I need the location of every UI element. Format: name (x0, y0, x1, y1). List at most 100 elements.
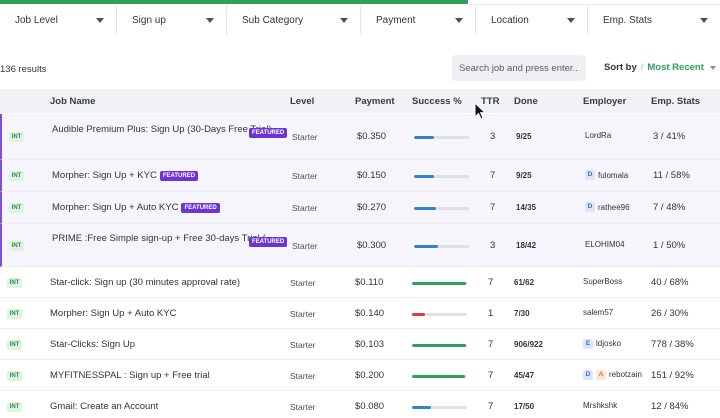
table-row[interactable]: INT PRIME :Free Simple sign-up + Free 30-… (0, 224, 720, 267)
int-badge: INT (7, 401, 22, 412)
ttr-cell: 3 (490, 131, 496, 142)
filter-sub-category[interactable]: Sub Category (227, 5, 361, 35)
level-cell: Starter (290, 370, 316, 381)
job-name-text[interactable]: Audible Premium Plus: Sign Up (30-Days F… (52, 124, 280, 135)
col-ttr[interactable]: TTR (481, 96, 500, 107)
sort-control[interactable]: Sort by / Most Recent (604, 62, 716, 73)
table-row[interactable]: INT Gmail: Create an Account Starter $0.080… (0, 391, 720, 418)
filter-sign-up[interactable]: Sign up (117, 5, 227, 35)
col-done[interactable]: Done (514, 96, 538, 107)
success-bar-fill (412, 374, 465, 378)
col-payment[interactable]: Payment (355, 96, 395, 107)
int-badge: INT (7, 308, 22, 319)
job-name-text[interactable]: Star-Clicks: Sign Up (50, 338, 135, 350)
col-level[interactable]: Level (290, 96, 315, 107)
int-badge: INT (9, 240, 24, 251)
job-name-text[interactable]: MYFITNESSPAL : Sign up + Free trial (50, 369, 210, 381)
filter-payment[interactable]: Payment (361, 5, 476, 35)
table-row[interactable]: INT Audible Premium Plus: Sign Up (30-Day… (0, 114, 720, 160)
ttr-cell: 1 (488, 307, 494, 319)
employer-name[interactable]: rebotzain (609, 370, 642, 379)
employer-name[interactable]: Mrshkshk (583, 400, 618, 410)
ttr-cell: 7 (490, 170, 496, 181)
done-cell: 9/25 (516, 171, 532, 180)
emp-stats-cell: 12 / 84% (651, 400, 689, 412)
emp-stats-cell: 26 / 30% (651, 307, 689, 319)
success-bar (412, 405, 467, 409)
payment-cell: $0.350 (357, 131, 387, 142)
employer-cell[interactable]: salem57 (583, 308, 613, 317)
job-name-text[interactable]: Morpher: Sign Up + Auto KYC (50, 307, 177, 319)
employer-name[interactable]: ELOHIM04 (585, 239, 625, 249)
table-row[interactable]: INT Morpher: Sign Up + KYC FEATURED Starter… (0, 160, 720, 192)
search-input[interactable] (452, 55, 586, 81)
employer-name[interactable]: rathee96 (598, 202, 630, 212)
job-name-text[interactable]: Morpher: Sign Up + KYC (52, 170, 157, 181)
employer-name[interactable]: ldjosko (596, 339, 621, 348)
employer-avatar: A (596, 369, 606, 380)
table-row[interactable]: INT Star-click: Sign up (30 minutes appro… (0, 267, 720, 298)
job-name[interactable]: MYFITNESSPAL : Sign up + Free trial (50, 369, 280, 383)
done-cell: 7/30 (514, 308, 530, 318)
job-name-text[interactable]: Morpher: Sign Up + Auto KYC (52, 202, 179, 213)
employer-name[interactable]: fulomala (598, 170, 629, 180)
job-name-text[interactable]: PRIME :Free Simple sign-up + Free 30-day… (52, 232, 274, 244)
success-bar-fill (414, 207, 436, 210)
filter-label: Emp. Stats (603, 14, 652, 26)
emp-stats-cell: 778 / 38% (651, 338, 694, 350)
chevron-down-icon (455, 17, 463, 23)
success-bar (412, 312, 467, 316)
payment-cell: $0.110 (355, 276, 384, 288)
job-name[interactable]: Star-Clicks: Sign Up (50, 338, 280, 352)
job-name-text[interactable]: Star-click: Sign up (30 minutes approval… (50, 276, 241, 288)
job-name[interactable]: PRIME :Free Simple sign-up + Free 30-day… (52, 232, 282, 246)
chevron-down-icon (567, 17, 575, 23)
featured-badge: FEATURED (159, 171, 199, 181)
level-cell: Starter (292, 203, 318, 213)
col-emp-stats[interactable]: Emp. Stats (651, 96, 701, 107)
filter-emp-stats[interactable]: Emp. Stats (588, 5, 720, 35)
employer-name[interactable]: SuperBoss (583, 276, 623, 286)
job-name-text[interactable]: Gmail: Create an Account (50, 400, 159, 412)
table-row[interactable]: INT Morpher: Sign Up + Auto KYC FEATURED St… (0, 192, 720, 224)
job-name[interactable]: Morpher: Sign Up + Auto KYC FEATURED (52, 201, 282, 215)
col-employer[interactable]: Employer (583, 96, 627, 107)
table-row[interactable]: INT Star-Clicks: Sign Up Starter $0.103 7 906… (0, 329, 720, 360)
col-success[interactable]: Success % (412, 96, 462, 107)
filter-job-level[interactable]: Job Level (0, 5, 117, 35)
success-bar (412, 343, 467, 347)
job-name[interactable]: Morpher: Sign Up + KYC FEATURED (52, 169, 282, 183)
employer-cell[interactable]: Mrshkshk (583, 401, 617, 410)
sort-value[interactable]: Most Recent (647, 62, 704, 73)
table-row[interactable]: INT Morpher: Sign Up + Auto KYC Starter $0.… (0, 298, 720, 329)
done-cell: 14/35 (516, 203, 537, 212)
success-bar (414, 244, 469, 248)
ttr-cell: 7 (488, 400, 494, 412)
job-name[interactable]: Star-click: Sign up (30 minutes approval… (50, 276, 280, 290)
ttr-cell: 7 (488, 276, 494, 288)
success-bar (414, 207, 469, 210)
sort-label: Sort by (604, 62, 637, 73)
ttr-cell: 3 (490, 239, 496, 251)
employer-cell[interactable]: SuperBoss (583, 277, 622, 286)
employer-name[interactable]: salem57 (583, 307, 614, 317)
job-name[interactable]: Audible Premium Plus: Sign Up (30-Days F… (52, 123, 282, 137)
employer-cell[interactable]: ELOHIM04 (585, 240, 625, 249)
success-bar-fill (412, 405, 431, 409)
employer-name[interactable]: LordRa (585, 131, 612, 140)
sort-separator: / (640, 62, 644, 73)
featured-badge: FEATURED (181, 203, 220, 213)
col-job-name[interactable]: Job Name (50, 96, 96, 107)
job-name[interactable]: Morpher: Sign Up + Auto KYC (50, 307, 280, 321)
level-cell: Starter (290, 339, 316, 350)
employer-cell[interactable]: LordRa (585, 131, 611, 140)
filter-location[interactable]: Location (476, 5, 588, 35)
table-row[interactable]: INT MYFITNESSPAL : Sign up + Free trial St… (0, 360, 720, 391)
ttr-cell: 7 (488, 338, 494, 350)
level-cell: Starter (290, 277, 316, 288)
job-name[interactable]: Gmail: Create an Account (50, 400, 280, 414)
